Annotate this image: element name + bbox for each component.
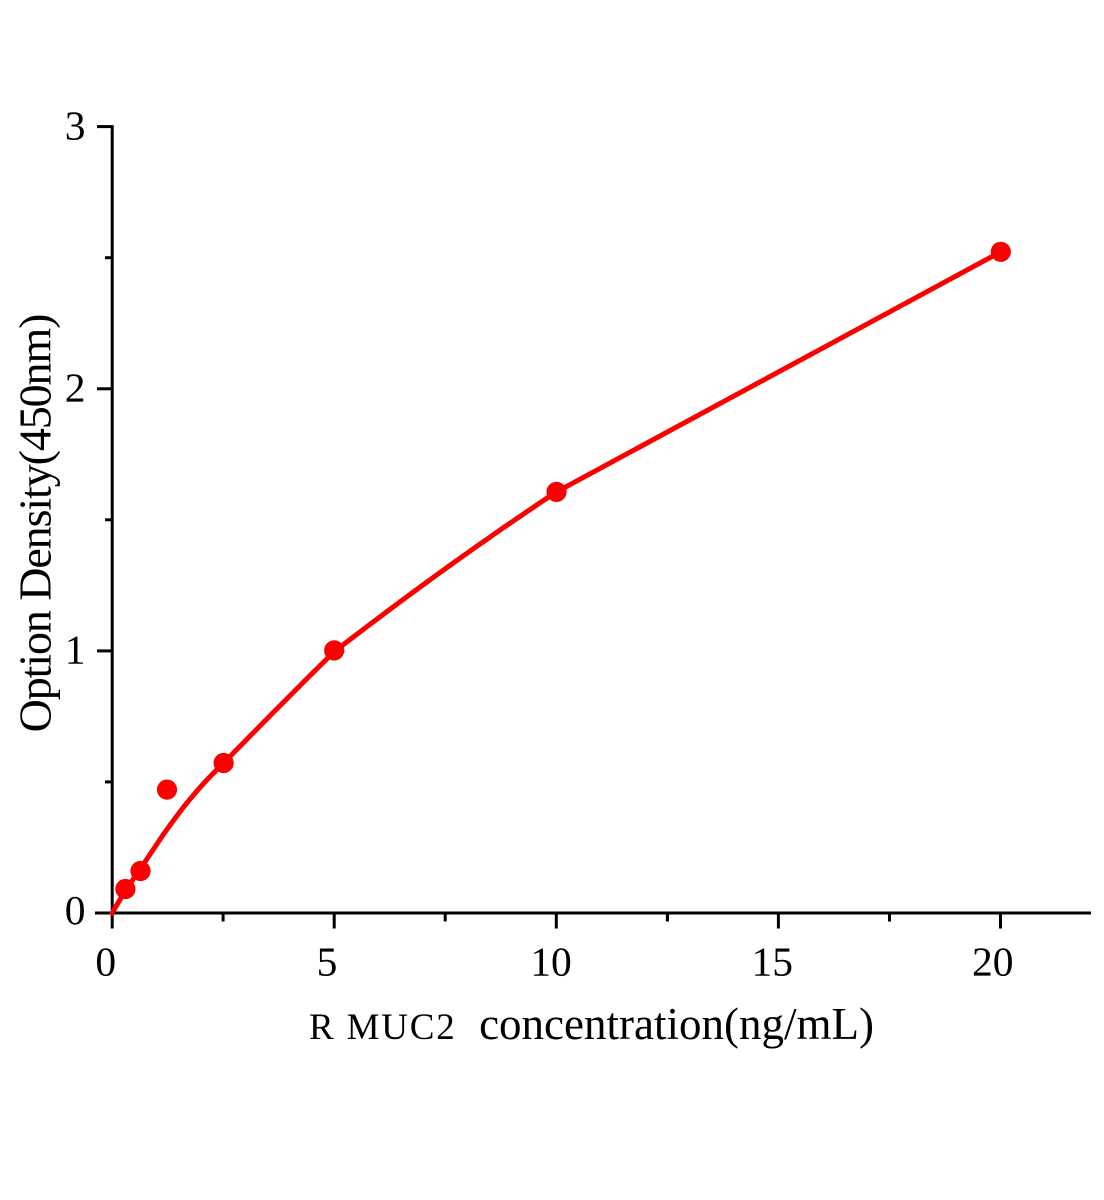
svg-text:10: 10 [530,939,572,985]
svg-text:0: 0 [95,939,116,985]
svg-text:0: 0 [65,887,86,933]
svg-text:2: 2 [65,365,86,411]
svg-text:Option Density(450nm): Option Density(450nm) [9,315,60,733]
svg-text:20: 20 [972,939,1014,985]
svg-text:1: 1 [65,627,86,673]
svg-text:5: 5 [317,939,338,985]
svg-text:15: 15 [751,939,793,985]
svg-text:R MUC2 concentration(ng/mL): R MUC2 concentration(ng/mL) [309,999,874,1049]
svg-text:3: 3 [65,102,86,148]
